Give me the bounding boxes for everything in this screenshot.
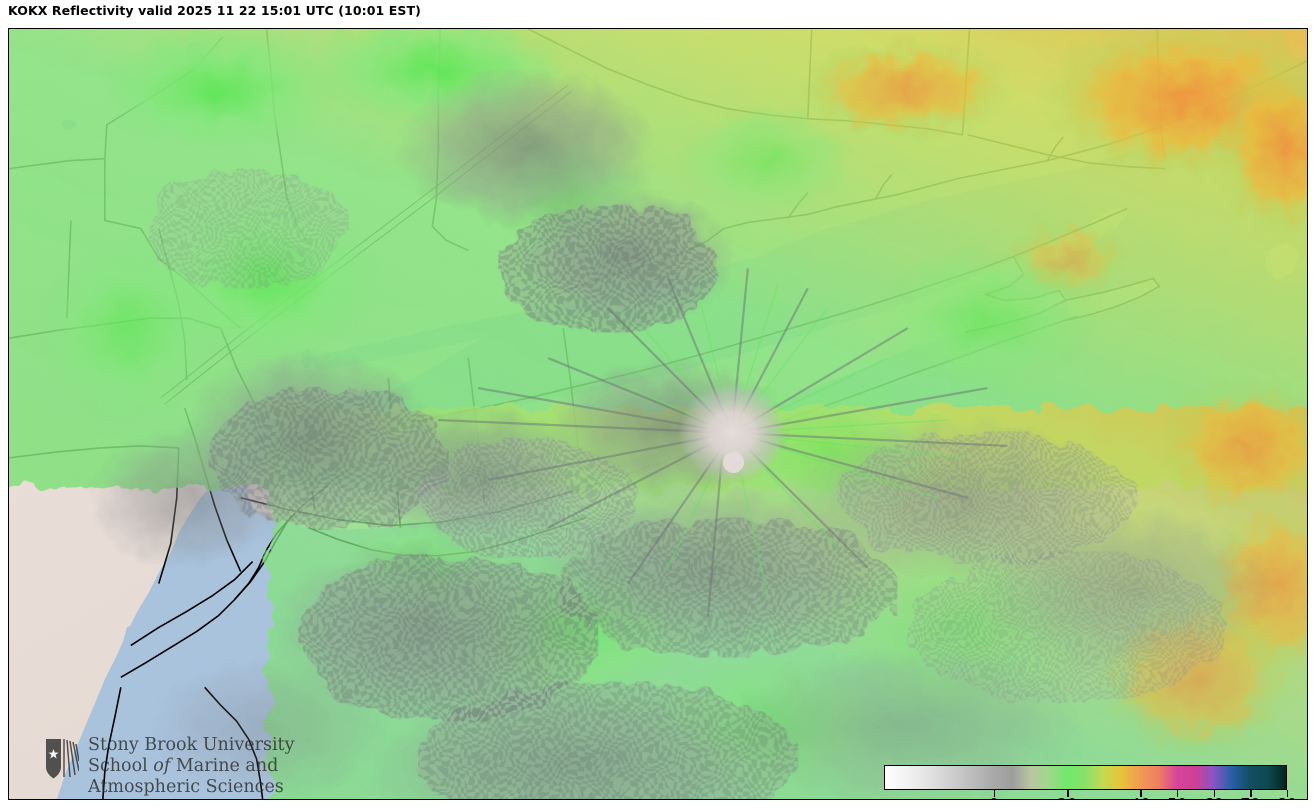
sbu-logo-text: Stony Brook University School of Marine … bbox=[88, 735, 294, 798]
lower-bay-water bbox=[118, 575, 245, 702]
shield-star-icon bbox=[46, 739, 79, 779]
reflectivity-layer bbox=[9, 29, 1307, 799]
logo-line-2: School of Marine and bbox=[88, 756, 294, 777]
logo-line-2-a: School bbox=[88, 756, 154, 776]
colorbar-tick bbox=[1250, 790, 1252, 797]
sbu-logo: Stony Brook University School of Marine … bbox=[45, 735, 294, 798]
map-canvas[interactable]: Stony Brook University School of Marine … bbox=[9, 29, 1307, 799]
colorbar-tick-label: 60 bbox=[1204, 795, 1224, 799]
radar-site-marker bbox=[723, 452, 744, 473]
colorbar-tick bbox=[1213, 790, 1216, 797]
colorbar-swatch bbox=[884, 765, 1287, 790]
colorbar-tick-label: 70 bbox=[1240, 795, 1260, 799]
logo-line-2-italic: of bbox=[153, 756, 171, 776]
map-frame[interactable]: Stony Brook University School of Marine … bbox=[8, 28, 1308, 800]
colorbar-tick bbox=[993, 790, 996, 797]
clutter-dither bbox=[148, 168, 1228, 799]
logo-line-2-b: Marine and bbox=[170, 756, 279, 776]
colorbar-tick bbox=[1177, 790, 1179, 797]
colorbar-tick-label: 50 bbox=[1167, 795, 1187, 799]
cone-of-silence bbox=[677, 383, 786, 483]
colorbar-tick bbox=[1140, 790, 1142, 797]
colorbar: 0 20 40 50 60 70 80 bbox=[876, 757, 1297, 799]
colorbar-tick bbox=[1067, 790, 1069, 797]
logo-line-3: Atmospheric Sciences bbox=[88, 777, 284, 797]
colorbar-tick-label: 20 bbox=[1057, 795, 1077, 799]
colorbar-tick-label: 0 bbox=[989, 795, 999, 799]
colorbar-ticks bbox=[884, 790, 1289, 797]
colorbar-labels: 0 20 40 50 60 70 80 bbox=[884, 795, 1297, 799]
colorbar-tick-label: 80 bbox=[1277, 795, 1297, 799]
page-title: KOKX Reflectivity valid 2025 11 22 15:01… bbox=[8, 3, 421, 18]
logo-line-1: Stony Brook University bbox=[88, 735, 295, 755]
colorbar-tick-label: 40 bbox=[1131, 795, 1151, 799]
colorbar-gradient bbox=[885, 766, 1286, 789]
colorbar-tick bbox=[1287, 790, 1289, 797]
